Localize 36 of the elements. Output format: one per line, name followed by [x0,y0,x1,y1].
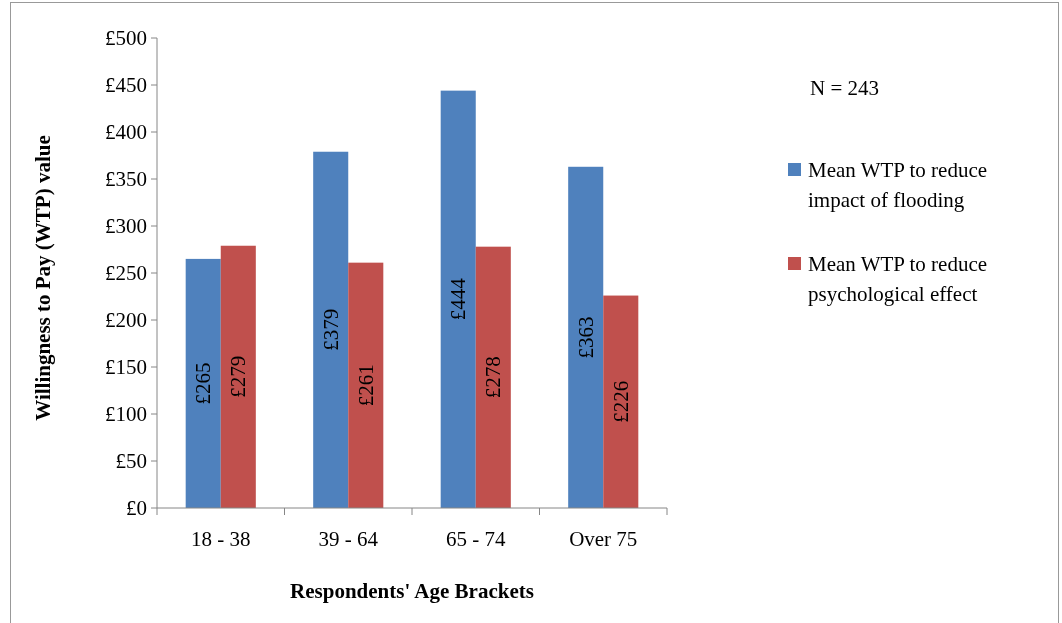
data-label: £261 [353,364,378,407]
bar [440,90,476,508]
legend-label: Mean WTP to reduce psychological effect [808,252,988,306]
y-tick-label: £50 [115,449,147,473]
data-label: £444 [446,277,471,321]
data-label: £279 [226,355,251,398]
data-label: £226 [608,380,633,423]
y-tick-label: £500 [105,26,147,50]
data-label: £363 [573,316,598,359]
y-tick-label: £300 [105,214,147,238]
bar [185,258,221,508]
y-tick-label: £400 [105,120,147,144]
y-tick-label: £450 [105,73,147,97]
y-axis-title: Willingness to Pay (WTP) value [31,135,55,421]
bar [568,166,604,508]
text: N = 243 [810,76,880,100]
y-tick-label: £350 [105,167,147,191]
data-label: £278 [481,356,506,399]
y-tick-label: £200 [105,308,147,332]
x-tick-label: 65 - 74 [446,527,506,551]
bar [348,262,384,508]
bar [475,246,511,508]
data-label: £379 [318,308,343,351]
bar [220,245,256,508]
x-tick-label: Over 75 [569,527,638,551]
y-tick-label: £250 [105,261,147,285]
x-axis-title: Respondents' Age Brackets [290,579,534,603]
y-tick-label: £0 [126,496,147,520]
y-tick-label: £100 [105,402,147,426]
x-tick-label: 39 - 64 [318,527,379,551]
x-tick-label: 18 - 38 [191,527,251,551]
data-label: £265 [191,362,216,405]
legend-label: Mean WTP to reduce impact of flooding [808,158,988,212]
bar [313,151,349,508]
bar [603,295,639,508]
y-tick-label: £150 [105,355,147,379]
